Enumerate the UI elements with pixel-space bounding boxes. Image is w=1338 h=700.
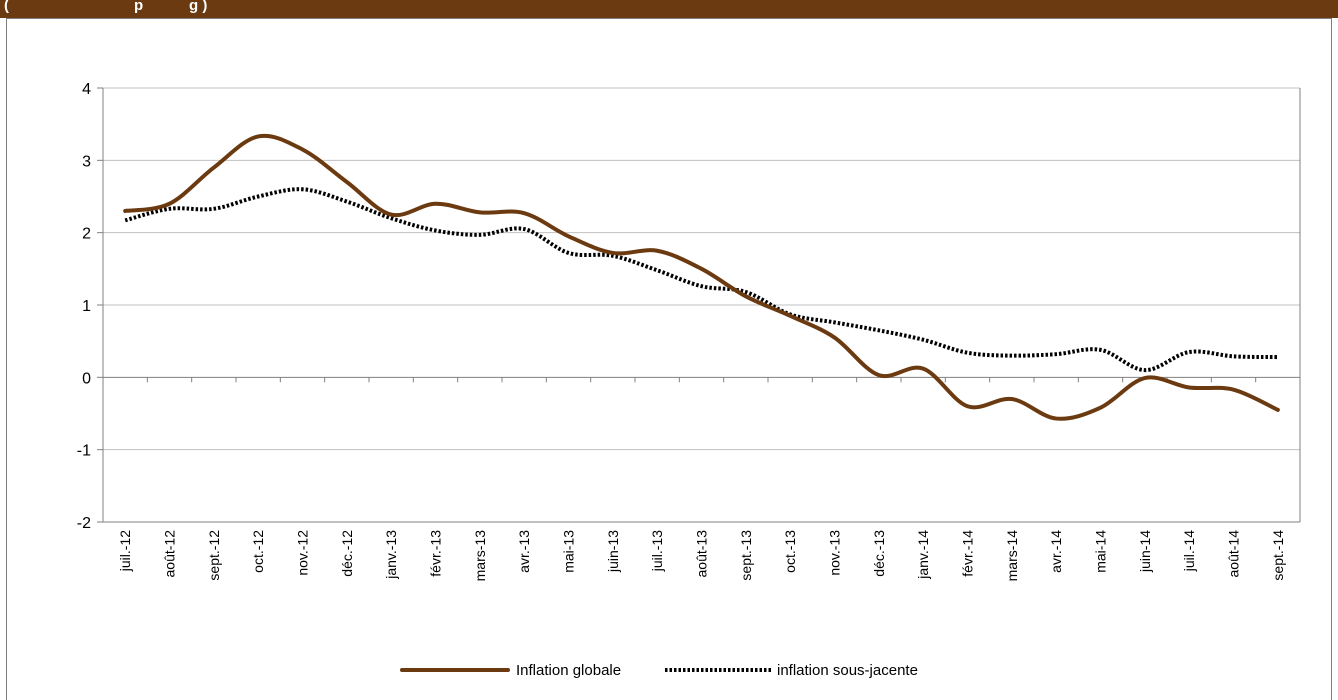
x-tick-label: déc.-13 (871, 530, 887, 577)
header-bar: ( p g ) (0, 0, 1338, 18)
y-tick-label: -2 (77, 515, 91, 532)
y-tick-label: 1 (82, 298, 91, 315)
x-tick-label: sept.-13 (738, 530, 754, 581)
x-tick-label: juin-14 (1137, 530, 1153, 573)
series-inflation-sous-jacente (124, 187, 1278, 373)
legend-item: inflation sous-jacente (665, 662, 918, 679)
x-tick-label: mai-13 (561, 530, 577, 573)
x-tick-label: sept.-12 (206, 530, 222, 581)
x-tick-label: avr.-13 (516, 530, 532, 573)
x-tick-label: nov.-13 (827, 530, 843, 576)
y-tick-label: 0 (82, 370, 91, 387)
x-tick-label: juil.-12 (117, 530, 133, 572)
y-tick-label: -1 (77, 443, 91, 460)
legend: Inflation globale inflation sous-jacente (400, 662, 918, 679)
gridlines (103, 87, 1300, 523)
series-lines (123, 133, 1280, 421)
y-tick-label: 3 (82, 153, 91, 170)
x-tick-label: mai-14 (1093, 530, 1109, 573)
legend-item: Inflation globale (400, 662, 621, 679)
x-tick-label: mars-13 (472, 530, 488, 582)
x-tick-label: oct.-12 (250, 530, 266, 573)
series-line (124, 187, 1278, 373)
x-tick-label: nov.-12 (295, 530, 311, 576)
axes: -2 -1 0 1 2 3 4 juil.-12 août-12 sept.-12 oct.-12 n… (77, 81, 1301, 582)
x-tick-label: août-13 (694, 530, 710, 578)
x-tick-label: janv.-14 (915, 530, 931, 580)
x-tick-label: juin-13 (605, 530, 621, 573)
x-tick-label: avr.-14 (1048, 530, 1064, 573)
y-tick-label: 2 (82, 226, 91, 243)
x-tick-label: août-12 (162, 530, 178, 578)
x-tick-label: oct.-13 (782, 530, 798, 573)
x-tick-label: févr.-13 (428, 530, 444, 577)
legend-label: inflation sous-jacente (777, 662, 918, 679)
x-tick-label: mars-14 (1004, 530, 1020, 582)
x-tick-label: févr.-14 (960, 530, 976, 577)
chart-frame (6, 18, 1332, 700)
x-tick-label: janv.-13 (383, 530, 399, 580)
x-tick-label: sept.-14 (1270, 530, 1286, 581)
x-tick-label: juil.-14 (1181, 530, 1197, 572)
y-tick-label: 4 (82, 81, 91, 98)
header-title: ( p g ) (4, 0, 208, 14)
x-tick-label: juil.-13 (649, 530, 665, 572)
legend-label: Inflation globale (516, 662, 621, 679)
series-line (123, 133, 1280, 421)
x-tick-label: déc.-12 (339, 530, 355, 577)
x-tick-label: août-14 (1226, 530, 1242, 578)
series-inflation-globale (123, 133, 1280, 421)
